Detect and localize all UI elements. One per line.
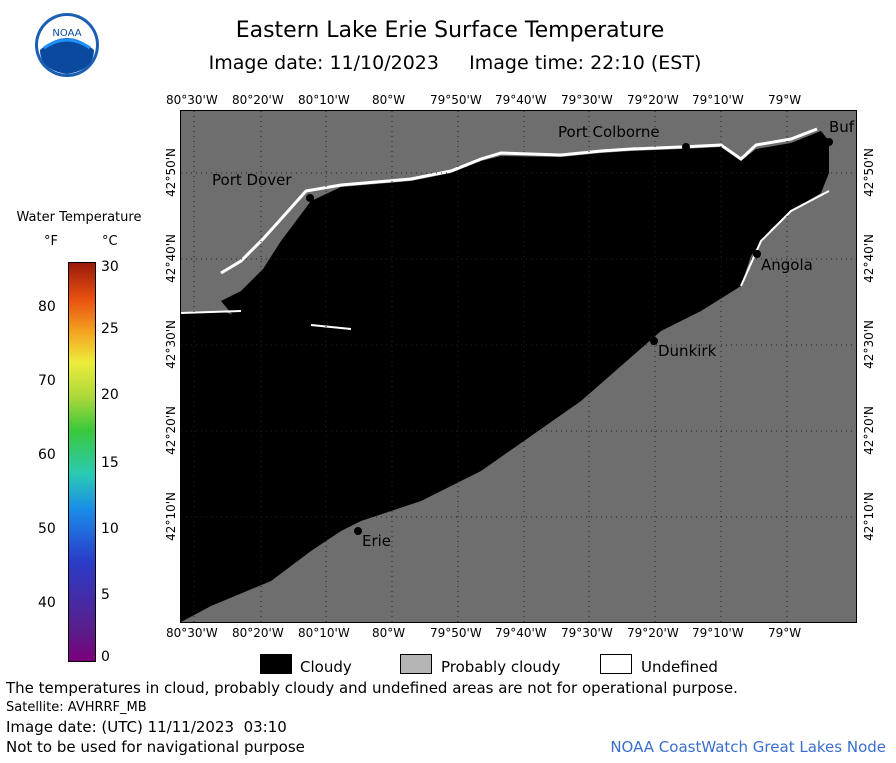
- city-label-buffalo: Buf: [829, 118, 855, 136]
- latitude-label: 42°40'N: [164, 234, 178, 283]
- longitude-label: 79°10'W: [692, 626, 744, 640]
- fahrenheit-tick-label: 70: [38, 373, 56, 389]
- longitude-label: 80°30'W: [166, 626, 218, 640]
- longitude-label: 80°30'W: [166, 93, 218, 107]
- latitude-label: 42°50'N: [164, 148, 178, 197]
- satellite-text: Satellite: AVHRRF_MB: [6, 700, 147, 715]
- city-label-angola: Angola: [761, 256, 813, 274]
- longitude-label: 79°30'W: [561, 93, 613, 107]
- longitude-label: 80°W: [372, 93, 406, 107]
- city-label-erie: Erie: [362, 532, 392, 550]
- unit-celsius: °C: [102, 234, 118, 249]
- noaa-logo-icon: NOAA: [34, 12, 100, 78]
- fahrenheit-tick-label: 60: [38, 447, 56, 463]
- angola-marker: [753, 250, 761, 258]
- longitude-label: 80°10'W: [298, 93, 350, 107]
- map-panel: [180, 110, 857, 623]
- navigation-warning: Not to be used for navigational purpose: [6, 738, 305, 756]
- cloudy-key-label: Cloudy: [300, 658, 352, 676]
- celsius-tick-label: 5: [101, 587, 110, 603]
- longitude-label: 80°10'W: [298, 626, 350, 640]
- latitude-label: 42°40'N: [862, 234, 876, 283]
- latitude-label: 42°10'N: [164, 492, 178, 541]
- longitude-label: 80°20'W: [232, 93, 284, 107]
- celsius-tick-label: 20: [101, 387, 119, 403]
- longitude-label: 79°50'W: [430, 626, 482, 640]
- image-time: Image time: 22:10 (EST): [469, 52, 702, 74]
- undefined-key-label: Undefined: [641, 658, 718, 676]
- fahrenheit-tick-label: 40: [38, 595, 56, 611]
- image-datetime: Image date: 11/10/2023 Image time: 22:10…: [150, 52, 760, 74]
- longitude-label: 79°30'W: [561, 626, 613, 640]
- longitude-label: 80°W: [372, 626, 406, 640]
- undefined-shoreline-north: [220, 127, 818, 275]
- longitude-label: 79°20'W: [627, 93, 679, 107]
- disclaimer-text: The temperatures in cloud, probably clou…: [6, 679, 738, 697]
- fahrenheit-tick-label: 50: [38, 521, 56, 537]
- longitude-label: 79°W: [768, 626, 802, 640]
- celsius-tick-label: 10: [101, 521, 119, 537]
- lake-map: [180, 111, 856, 622]
- latitude-label: 42°10'N: [862, 492, 876, 541]
- fahrenheit-tick-label: 80: [38, 299, 56, 315]
- logo-text: NOAA: [52, 28, 81, 39]
- undefined-shoreline-south: [740, 190, 830, 287]
- celsius-tick-label: 25: [101, 321, 119, 337]
- city-label-dunkirk: Dunkirk: [658, 342, 717, 360]
- longitude-label: 79°20'W: [627, 626, 679, 640]
- buffalo-marker: [825, 138, 833, 146]
- latitude-label: 42°50'N: [862, 148, 876, 197]
- longitude-label: 80°20'W: [232, 626, 284, 640]
- latitude-label: 42°30'N: [862, 320, 876, 369]
- cloudy-swatch: [260, 654, 292, 674]
- latitude-label: 42°20'N: [862, 406, 876, 455]
- legend-title: Water Temperature: [16, 210, 142, 225]
- city-label-port-dover: Port Dover: [212, 171, 292, 189]
- city-label-port-colborne: Port Colborne: [558, 123, 660, 141]
- celsius-tick-label: 15: [101, 455, 119, 471]
- temperature-colorbar: [68, 262, 96, 662]
- port-dover-marker: [306, 194, 314, 202]
- undefined-shoreline-point: [180, 310, 352, 330]
- latitude-label: 42°30'N: [164, 320, 178, 369]
- image-date: Image date: 11/10/2023: [208, 52, 439, 74]
- port-colborne-marker: [682, 143, 690, 151]
- page-title: Eastern Lake Erie Surface Temperature: [235, 18, 665, 43]
- longitude-label: 79°50'W: [430, 93, 482, 107]
- graticule: [181, 111, 856, 622]
- coastwatch-node-credit: NOAA CoastWatch Great Lakes Node: [610, 738, 886, 756]
- celsius-tick-label: 30: [101, 259, 119, 275]
- cloudy-region: [181, 131, 829, 622]
- erie-marker: [354, 527, 362, 535]
- latitude-label: 42°20'N: [164, 406, 178, 455]
- utc-date-text: Image date: (UTC) 11/11/2023 03:10: [6, 718, 287, 736]
- longitude-label: 79°40'W: [495, 93, 547, 107]
- celsius-tick-label: 0: [101, 649, 110, 665]
- undefined-swatch: [600, 654, 632, 674]
- longitude-label: 79°10'W: [692, 93, 744, 107]
- unit-fahrenheit: °F: [44, 234, 58, 249]
- dunkirk-marker: [650, 337, 658, 345]
- probably-cloudy-swatch: [400, 654, 432, 674]
- longitude-label: 79°40'W: [495, 626, 547, 640]
- probably-cloudy-key-label: Probably cloudy: [441, 658, 561, 676]
- longitude-label: 79°W: [768, 93, 802, 107]
